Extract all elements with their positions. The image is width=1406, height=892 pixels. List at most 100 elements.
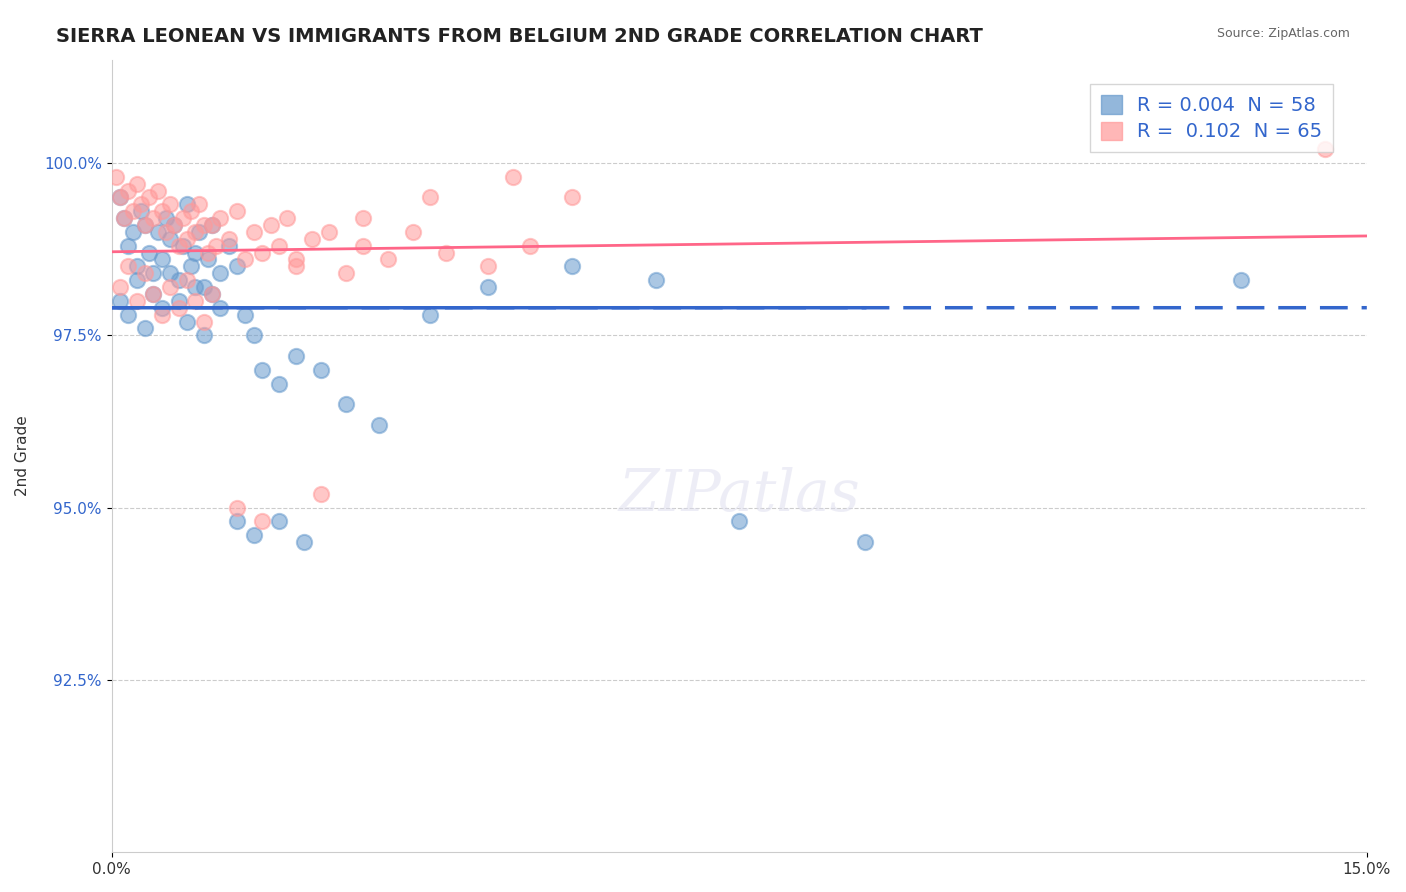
Point — [318, 225, 340, 239]
Point — [235, 308, 257, 322]
Point — [201, 287, 224, 301]
Point — [377, 252, 399, 267]
Point — [125, 260, 148, 274]
Point — [252, 245, 274, 260]
Point — [138, 190, 160, 204]
Point — [193, 328, 215, 343]
Point — [352, 211, 374, 226]
Point — [134, 266, 156, 280]
Point — [218, 232, 240, 246]
Point — [193, 280, 215, 294]
Point — [188, 197, 211, 211]
Point — [176, 197, 198, 211]
Point — [561, 260, 583, 274]
Point — [368, 417, 391, 432]
Point — [1230, 273, 1253, 287]
Point — [184, 293, 207, 308]
Point — [267, 376, 290, 391]
Point — [197, 245, 219, 260]
Point — [142, 266, 165, 280]
Point — [301, 232, 323, 246]
Point — [108, 280, 131, 294]
Point — [117, 184, 139, 198]
Point — [163, 218, 186, 232]
Point — [125, 293, 148, 308]
Point — [853, 535, 876, 549]
Point — [226, 204, 249, 219]
Point — [284, 252, 307, 267]
Text: Source: ZipAtlas.com: Source: ZipAtlas.com — [1216, 27, 1350, 40]
Point — [142, 287, 165, 301]
Point — [309, 363, 332, 377]
Point — [129, 197, 152, 211]
Point — [226, 500, 249, 515]
Text: ZIPatlas: ZIPatlas — [619, 467, 860, 524]
Point — [125, 273, 148, 287]
Point — [125, 177, 148, 191]
Point — [163, 218, 186, 232]
Point — [218, 238, 240, 252]
Point — [134, 218, 156, 232]
Point — [167, 238, 190, 252]
Point — [243, 225, 266, 239]
Point — [226, 515, 249, 529]
Point — [201, 218, 224, 232]
Point — [172, 211, 194, 226]
Point — [112, 211, 135, 226]
Point — [309, 487, 332, 501]
Point — [159, 280, 181, 294]
Point — [284, 260, 307, 274]
Legend: R = 0.004  N = 58, R =  0.102  N = 65: R = 0.004 N = 58, R = 0.102 N = 65 — [1090, 85, 1333, 152]
Point — [502, 169, 524, 184]
Point — [402, 225, 425, 239]
Point — [184, 225, 207, 239]
Point — [108, 293, 131, 308]
Point — [352, 238, 374, 252]
Point — [728, 515, 751, 529]
Point — [201, 218, 224, 232]
Point — [477, 260, 499, 274]
Point — [176, 232, 198, 246]
Point — [121, 225, 143, 239]
Point — [159, 266, 181, 280]
Point — [477, 280, 499, 294]
Y-axis label: 2nd Grade: 2nd Grade — [15, 416, 30, 496]
Point — [155, 211, 177, 226]
Point — [292, 535, 315, 549]
Point — [243, 528, 266, 542]
Point — [159, 232, 181, 246]
Point — [335, 397, 357, 411]
Point — [167, 293, 190, 308]
Point — [209, 301, 232, 315]
Point — [434, 245, 457, 260]
Point — [197, 252, 219, 267]
Point — [193, 314, 215, 328]
Point — [138, 245, 160, 260]
Point — [1313, 142, 1336, 156]
Point — [121, 204, 143, 219]
Point — [284, 349, 307, 363]
Point — [335, 266, 357, 280]
Point — [519, 238, 541, 252]
Point — [644, 273, 666, 287]
Point — [252, 363, 274, 377]
Point — [159, 197, 181, 211]
Point — [243, 328, 266, 343]
Point — [184, 280, 207, 294]
Point — [419, 190, 441, 204]
Point — [108, 190, 131, 204]
Point — [226, 260, 249, 274]
Point — [188, 225, 211, 239]
Point — [150, 301, 173, 315]
Point — [117, 260, 139, 274]
Point — [259, 218, 281, 232]
Point — [267, 238, 290, 252]
Point — [180, 204, 202, 219]
Point — [184, 245, 207, 260]
Point — [235, 252, 257, 267]
Point — [129, 204, 152, 219]
Point — [561, 190, 583, 204]
Point — [176, 314, 198, 328]
Point — [117, 238, 139, 252]
Point — [142, 211, 165, 226]
